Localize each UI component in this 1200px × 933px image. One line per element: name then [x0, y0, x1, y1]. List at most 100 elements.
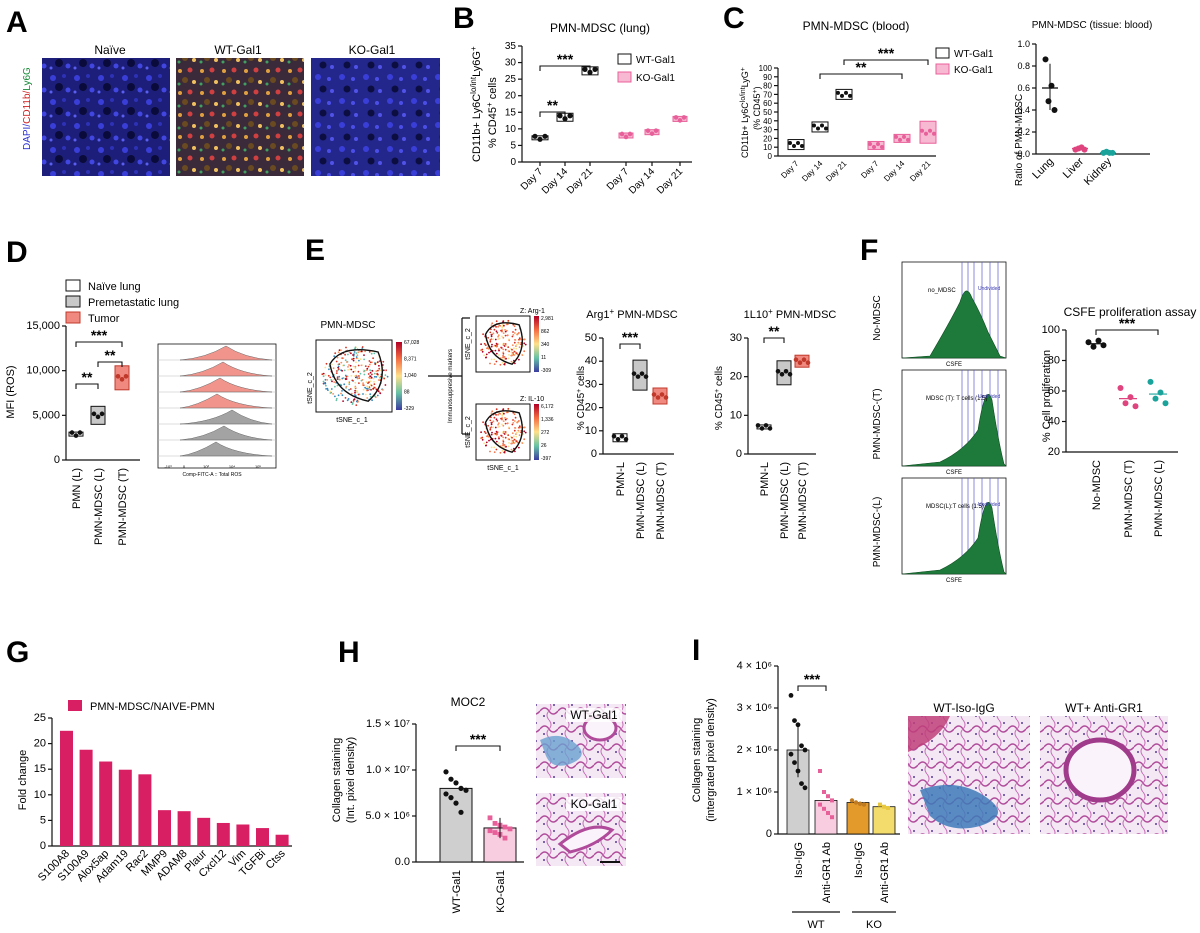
tsne-il10-cell: [494, 426, 497, 429]
tsne-main-cell: [347, 398, 350, 400]
panel-c1-ko-point: [868, 141, 872, 146]
tsne-arg1-cell: [502, 352, 505, 355]
panel-e-il-xtick-label: PMN-L: [759, 462, 771, 496]
panel-e-il-point: [759, 426, 765, 431]
tsne-arg1-cell: [490, 328, 492, 331]
tsne-il10-cell: [502, 442, 504, 445]
panel-c-ratio-ylabel: Ratio of PMN-MDSC: [1014, 94, 1025, 186]
panel-c1-ko-point: [924, 131, 928, 136]
tsne-arg1-cell: [524, 343, 527, 346]
tsne-il10-cell: [494, 437, 497, 440]
tsne-main-cell: [361, 346, 364, 348]
panel-i-xtick-label: Anti-GR1 Ab: [821, 842, 833, 903]
tsne-main-cell: [352, 354, 354, 356]
panel-b-ylabel-2: % CD45+ cells: [485, 77, 499, 148]
panel-c1-ko-point: [906, 137, 910, 142]
panel-b-wt-point: [592, 66, 598, 72]
tsne-main-cell: [348, 364, 350, 366]
tsne-main-cell: [366, 367, 369, 370]
panel-c-ylabel-1: CD11b+ Ly6Clo/intLyG+: [740, 67, 750, 158]
panel-c1-sig-1-label: **: [856, 59, 867, 75]
tsne-main-cell: [330, 379, 333, 381]
tsne-il10-cell: [483, 430, 486, 433]
tsne-main-cell: [324, 366, 327, 369]
tsne-main-cell: [329, 376, 332, 379]
panel-d-point: [119, 377, 125, 382]
panel-h-axes: 0.0 5.0 × 10⁶ 1.0 × 10⁷ 1.5 × 10⁷ WT-Gal1 KO-…: [365, 718, 524, 913]
panel-e-bracket-ends: [462, 317, 470, 435]
tsne-il10-cell: [495, 440, 498, 443]
tsne-main-cell: [340, 384, 343, 387]
panel-c2-xtick-label: Liver: [1061, 155, 1087, 181]
tsne-main-cell: [368, 360, 371, 362]
tsne-il10-cell: [508, 442, 510, 444]
tsne-main-cell: [361, 384, 364, 386]
tsne-main-scale-label: 88: [404, 390, 410, 396]
tsne-main-scale-label: 1,040: [404, 373, 417, 379]
panel-e-arrow-label: Immunosuppresive markers: [448, 349, 454, 423]
panel-b-ko-point: [645, 128, 651, 133]
panel-d-hist-curve: [179, 345, 273, 361]
tsne-arg1-cell: [504, 357, 507, 360]
tsne-arg1-cell: [489, 362, 491, 365]
panel-g-bar: [216, 822, 230, 846]
panel-g-bar: [79, 749, 93, 846]
panel-e-il-xtick-label: PMN-MDSC (L): [779, 462, 791, 539]
tsne-main-cell: [323, 382, 326, 385]
tsne-main-cell: [354, 381, 357, 384]
panel-e-arg-ytick-label: 10: [585, 425, 597, 437]
panel-e-arg-ytick-label: 50: [585, 332, 597, 344]
tsne-main-cell: [371, 399, 373, 402]
panel-e-arg-ytick-label: 20: [585, 402, 597, 414]
tsne-arg1-cell: [499, 363, 502, 366]
tsne-il10-cell: [507, 438, 510, 441]
tsne-il10-cell: [502, 440, 505, 443]
tsne-main-cell: [372, 357, 374, 360]
panel-h-wt-point: [458, 809, 464, 815]
tsne-il10-cell: [501, 413, 504, 416]
tsne-main-cell: [349, 388, 352, 390]
tsne-arg1-cell: [491, 322, 494, 325]
tsne-arg1-cell: [498, 348, 500, 351]
tsne-il10-cell: [503, 444, 506, 446]
tsne-il10-cell: [513, 420, 516, 422]
tsne-il10-cell: [489, 419, 492, 422]
tsne-main-cell: [377, 375, 379, 377]
tsne-il10-cell: [508, 427, 511, 430]
panel-f-xtick-label: PMN-MDSC (T): [1123, 460, 1135, 538]
panel-d-xtick-label: PMN-MDSC (L): [93, 468, 105, 545]
tsne-main-cell: [352, 371, 355, 373]
panel-e-il-ylabel: % CD45+ cells: [714, 366, 725, 430]
tsne-main-cell: [367, 386, 370, 389]
panel-h-wt-point: [448, 776, 454, 782]
micrograph-naive: [42, 58, 170, 176]
tsne-il10-cell: [493, 451, 496, 453]
panel-i-ko-iso-point: [861, 802, 867, 807]
tsne-arg1-cell: [508, 354, 510, 356]
tsne-il10-cell: [523, 438, 526, 441]
panel-f-ytick-label: 20: [1048, 446, 1060, 458]
tsne-il10-cell: [514, 441, 517, 444]
panel-g-bar: [177, 811, 191, 846]
tsne-main-cell: [340, 357, 343, 359]
tsne-il10-cell: [503, 433, 506, 435]
panel-f-point: [1095, 337, 1102, 344]
histology-wt-label-bg: [566, 708, 622, 722]
panel-e-arg-point: [623, 436, 629, 442]
panel-c-legend-wt-swatch: [935, 47, 950, 59]
tsne-main-cells: [321, 346, 389, 406]
panel-h-ko-point: [492, 830, 498, 835]
panel-label-e: E: [305, 234, 325, 267]
tsne-main-cell: [327, 374, 330, 377]
tsne-arg1-cell: [511, 344, 514, 347]
tsne-main-cell: [369, 377, 371, 380]
panel-g-bar: [158, 810, 171, 846]
tsne-il10-cell: [503, 451, 506, 454]
tsne-il10-cell: [510, 448, 513, 451]
tsne-main-cell: [370, 352, 373, 355]
tsne-il10-cell: [495, 418, 498, 421]
panel-a: Naïve WT-Gal1 KO-Gal1 DAPI/CD11b/Ly6G: [22, 43, 440, 176]
tsne-arg1-cell: [501, 335, 503, 338]
tsne-main-cell: [335, 397, 338, 400]
tsne-arg1-cell: [521, 354, 524, 356]
